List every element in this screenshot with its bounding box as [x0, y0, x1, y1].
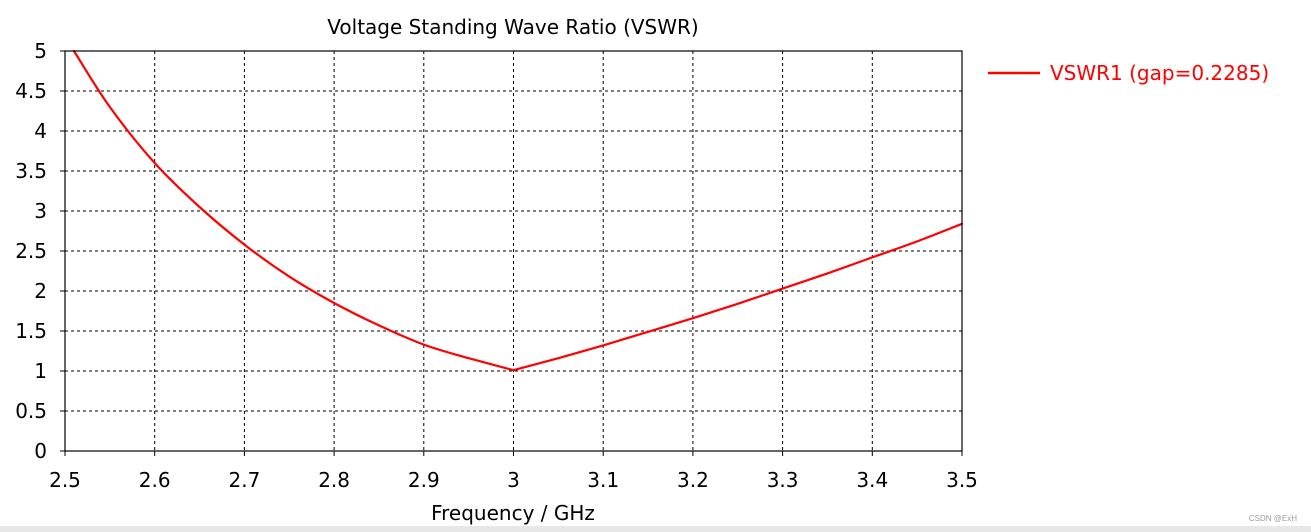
x-tick-label: 3.4 — [856, 468, 888, 492]
y-tick-label: 2.5 — [15, 239, 47, 263]
x-tick-label: 2.7 — [228, 468, 260, 492]
y-tick-label: 0 — [34, 439, 47, 463]
series-layer — [72, 49, 964, 372]
chart-title: Voltage Standing Wave Ratio (VSWR) — [327, 15, 698, 39]
bottom-border — [0, 526, 1311, 532]
x-tick-label: 3.5 — [946, 468, 978, 492]
series-line-vswr1 — [72, 49, 964, 372]
x-tick-label: 3.1 — [587, 468, 619, 492]
y-tick-label: 2 — [34, 279, 47, 303]
y-tick-label: 3 — [34, 199, 47, 223]
legend-label[interactable]: VSWR1 (gap=0.2285) — [1050, 61, 1269, 85]
y-tick-label: 3.5 — [15, 159, 47, 183]
x-tick-label: 3.3 — [767, 468, 799, 492]
y-tick-label: 4 — [34, 119, 47, 143]
legend[interactable]: VSWR1 (gap=0.2285) — [988, 61, 1269, 85]
x-tick-label: 2.6 — [139, 468, 171, 492]
x-tick-label: 2.8 — [318, 468, 350, 492]
y-tick-label: 5 — [34, 39, 47, 63]
tick-labels: 2.5 2.6 2.7 2.8 2.9 3 3.1 3.2 3.3 3.4 3.5 0 0.5 1 1.5 2… — [15, 39, 978, 492]
y-tick-label: 1.5 — [15, 319, 47, 343]
y-tick-label: 1 — [34, 359, 47, 383]
x-tick-label: 3.2 — [677, 468, 709, 492]
y-tick-label: 4.5 — [15, 79, 47, 103]
watermark-text: CSDN @ExH — [1248, 514, 1297, 523]
x-tick-label: 3 — [507, 468, 520, 492]
x-tick-label: 2.5 — [49, 468, 81, 492]
y-tick-label: 0.5 — [15, 399, 47, 423]
x-tick-label: 2.9 — [408, 468, 440, 492]
grid-lines — [65, 51, 962, 451]
x-axis-label: Frequency / GHz — [431, 501, 595, 525]
